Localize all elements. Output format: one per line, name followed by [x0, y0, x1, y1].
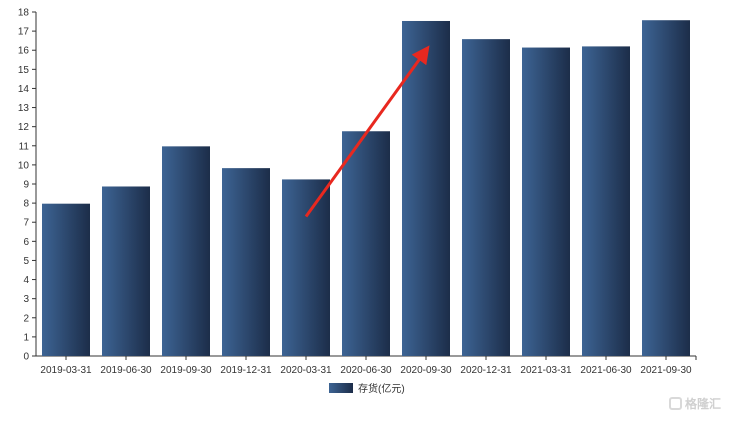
- bar: [642, 20, 690, 357]
- bar: [102, 186, 150, 356]
- y-tick-label: 0: [23, 352, 29, 363]
- bar: [402, 20, 450, 357]
- bar: [162, 146, 210, 356]
- y-tick-label: 9: [23, 180, 29, 191]
- y-tick-label: 2: [23, 313, 29, 324]
- legend-swatch: [329, 383, 353, 393]
- x-tick-label: 2019-03-31: [40, 365, 92, 376]
- bar: [342, 131, 390, 356]
- y-tick-label: 18: [18, 8, 30, 19]
- watermark-logo-icon: [668, 397, 682, 410]
- x-tick-label: 2020-06-30: [340, 365, 392, 376]
- y-tick-label: 16: [18, 46, 30, 57]
- x-tick-label: 2021-03-31: [520, 365, 572, 376]
- bar: [582, 46, 630, 357]
- x-tick-label: 2019-12-31: [220, 365, 272, 376]
- y-tick-label: 7: [23, 218, 29, 229]
- y-tick-label: 17: [18, 27, 30, 38]
- y-tick-label: 12: [18, 122, 30, 133]
- y-tick-label: 15: [18, 65, 30, 76]
- bar: [42, 203, 90, 356]
- watermark-text: 格隆汇: [684, 397, 721, 411]
- y-tick-label: 4: [23, 275, 29, 286]
- bar: [462, 39, 510, 356]
- y-tick-label: 6: [23, 237, 29, 248]
- bar: [522, 47, 570, 357]
- y-tick-label: 10: [18, 160, 30, 171]
- annotation-arrow: [304, 45, 430, 218]
- y-tick-label: 14: [18, 84, 30, 95]
- x-tick-label: 2021-06-30: [580, 365, 632, 376]
- legend-label: 存货(亿元): [358, 382, 405, 395]
- y-tick-label: 13: [18, 103, 30, 114]
- legend: 存货(亿元): [329, 382, 405, 395]
- x-tick-label: 2019-09-30: [160, 365, 212, 376]
- x-tick-label: 2021-09-30: [640, 365, 692, 376]
- x-tick-label: 2020-03-31: [280, 365, 332, 376]
- bar: [222, 168, 270, 356]
- x-tick-label: 2020-09-30: [400, 365, 452, 376]
- y-tick-label: 5: [23, 256, 29, 267]
- x-tick-label: 2020-12-31: [460, 365, 512, 376]
- y-tick-label: 1: [23, 332, 29, 343]
- y-tick-label: 8: [23, 199, 29, 210]
- watermark: 格隆汇: [668, 395, 721, 412]
- y-tick-label: 3: [23, 294, 29, 305]
- x-tick-label: 2019-06-30: [100, 365, 152, 376]
- bar: [282, 179, 330, 356]
- y-tick-label: 11: [19, 141, 30, 152]
